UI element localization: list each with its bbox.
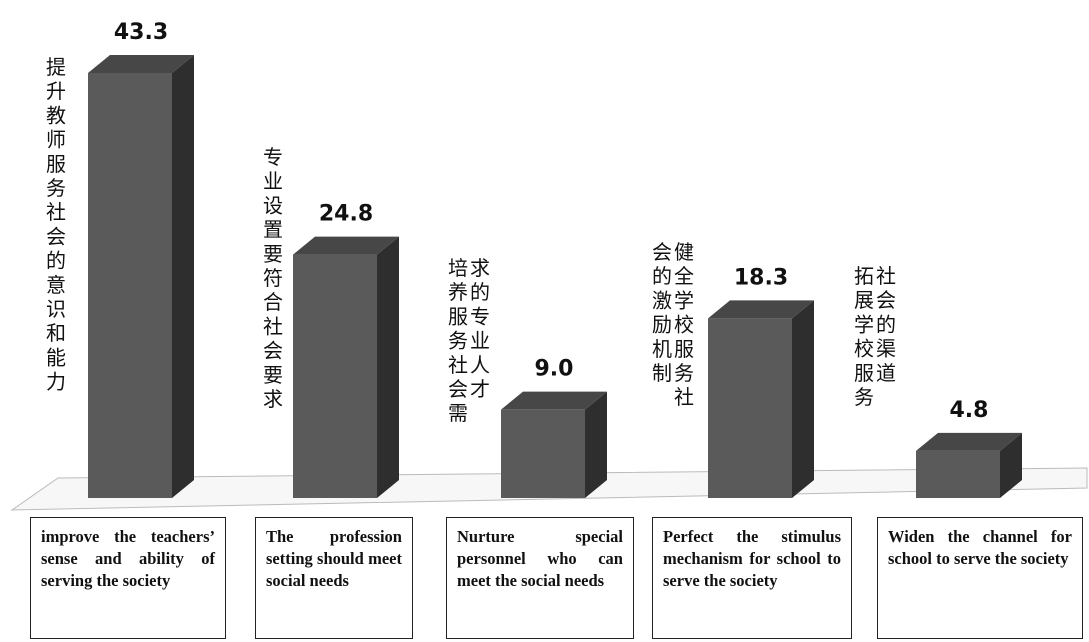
category-label-en-2: The profession setting should meet socia…: [255, 517, 413, 639]
category-label-en-3: Nurture special personnel who can meet t…: [446, 517, 634, 639]
category-label-zh-2: 专业设置要符合社会要求: [263, 145, 283, 411]
bar-5-front: [916, 450, 1000, 498]
value-label-3: 9.0: [535, 357, 574, 382]
category-label-en-4: Perfect the stimulus mechanism for schoo…: [652, 517, 852, 639]
bar-5-top: [916, 432, 1022, 451]
bar-3-side: [585, 391, 607, 498]
bar-1: [88, 55, 194, 498]
value-label-5: 4.8: [950, 398, 989, 423]
bar-4: [708, 300, 814, 498]
bar-4-top: [708, 300, 814, 319]
bar-2-top: [293, 236, 399, 255]
category-label-en-5: Widen the channel for school to serve th…: [877, 517, 1083, 639]
bar-1-top: [88, 55, 194, 73]
bar-3-front: [501, 409, 585, 498]
value-label-2: 24.8: [319, 202, 373, 227]
bar-5-side: [1000, 432, 1022, 498]
bar-1-side: [172, 55, 194, 498]
bar-2-side: [377, 236, 399, 499]
bar-2-front: [293, 254, 377, 498]
category-label-zh-4: 健全学校服务社会的激励机制: [652, 240, 694, 409]
bar-4-front: [708, 318, 792, 498]
category-label-zh-5: 拓展学校服务社会的渠道: [854, 264, 896, 409]
value-label-4: 18.3: [734, 265, 788, 290]
value-label-1: 43.3: [114, 20, 168, 45]
bar-2: [293, 236, 399, 499]
category-label-en-1: improve the teachers’ sense and ability …: [30, 517, 226, 639]
bar-5: [916, 432, 1022, 498]
bar-3-top: [501, 391, 607, 410]
bar-4-side: [792, 300, 814, 498]
category-label-zh-3: 培养服务社会需求的专业人才: [448, 256, 490, 425]
category-label-zh-1: 提升教师服务社会的意识和能力: [46, 55, 66, 394]
bar-3: [501, 391, 607, 498]
bar-1-front: [88, 73, 172, 498]
